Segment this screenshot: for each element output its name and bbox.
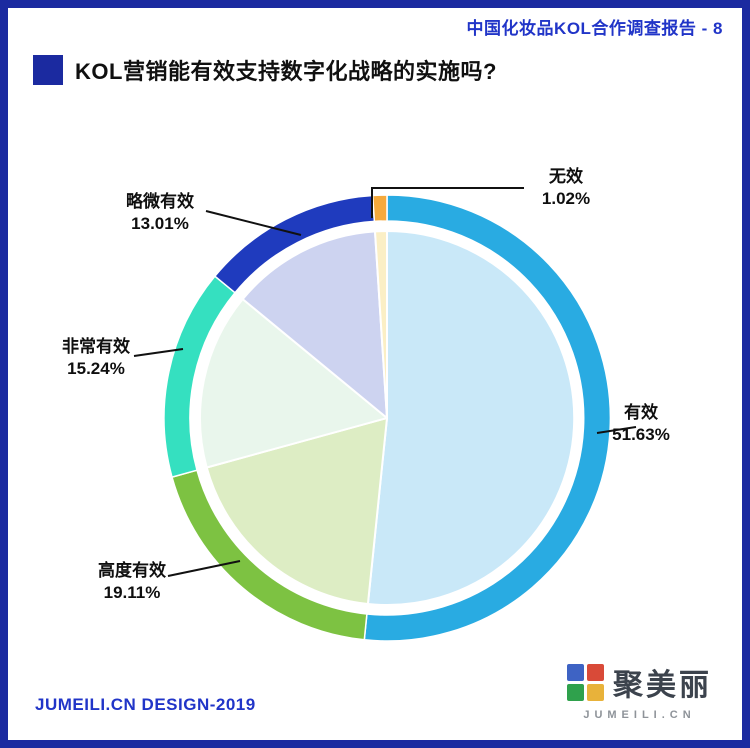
logo-grid-icon: [567, 663, 604, 701]
pie-slice-4: [374, 230, 388, 419]
logo-tile-green: [567, 683, 584, 701]
page-title: KOL营销能有效支持数字化战略的实施吗?: [75, 59, 497, 84]
segment-label: 高度有效: [98, 561, 166, 580]
segment-value: 51.63%: [612, 425, 670, 444]
segment-value: 1.02%: [541, 189, 591, 208]
callout-slightly-effective: 略微有效 13.01%: [108, 191, 212, 235]
logo-tile-red: [587, 663, 604, 681]
segment-value: 19.11%: [103, 583, 161, 602]
pie-slice-0: [366, 230, 576, 606]
segment-label: 有效: [624, 403, 658, 422]
pie-slice-1: [205, 417, 388, 605]
leader-line-2: [133, 348, 184, 357]
leader-line-3: [205, 210, 302, 236]
segment-value: 15.24%: [67, 359, 125, 378]
jumeili-logo: 聚美丽 JUMEILI.CN: [567, 660, 712, 721]
segment-value: 13.01%: [131, 214, 189, 233]
segment-label: 非常有效: [62, 337, 130, 356]
leader-line-0: [596, 426, 637, 434]
ring-segment-4: [371, 194, 388, 223]
pie-slice-3: [241, 230, 388, 419]
logo-tile-blue: [567, 663, 584, 681]
callout-effective: 有效 51.63%: [606, 402, 676, 446]
callout-very-effective: 非常有效 15.24%: [50, 336, 142, 380]
segment-label: 无效: [549, 167, 583, 186]
title-bullet: [33, 55, 63, 85]
logo-tile-yellow: [587, 683, 604, 701]
pie-slice-2: [199, 298, 388, 469]
callout-highly-effective: 高度有效 19.11%: [86, 560, 178, 604]
leader-line-1: [167, 560, 241, 577]
logo-site-text: JUMEILI.CN: [583, 709, 696, 721]
segment-label: 略微有效: [126, 192, 194, 211]
design-credit: JUMEILI.CN DESIGN-2019: [35, 695, 256, 714]
callout-ineffective: 无效 1.02%: [526, 166, 606, 210]
logo-name: 聚美丽: [613, 669, 712, 702]
leader-line-4: [371, 187, 524, 218]
report-series-title: 中国化妆品KOL合作调查报告 - 8: [466, 19, 723, 38]
title-row: KOL营销能有效支持数字化战略的实施吗?: [33, 54, 497, 86]
